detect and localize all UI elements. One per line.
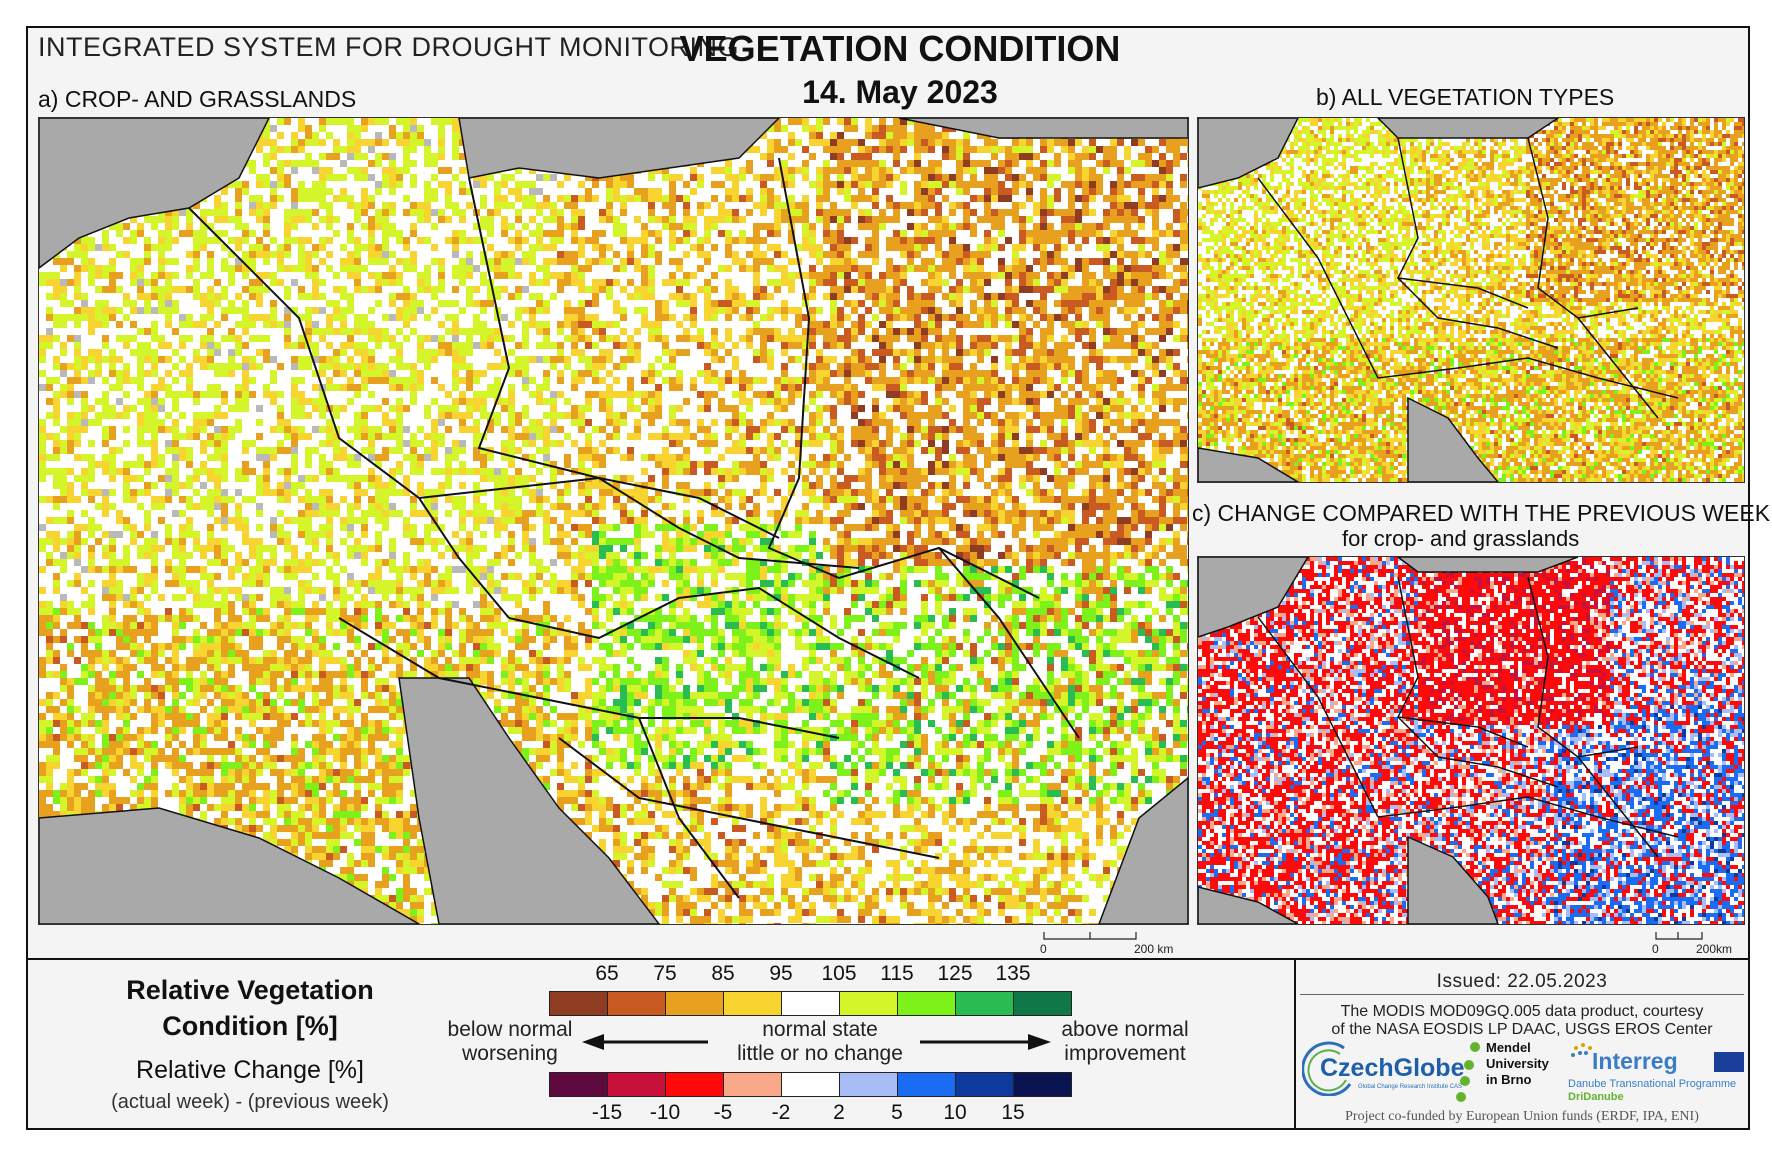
rvc-tick: 65 [595, 962, 618, 986]
page-title: VEGETATION CONDITION [640, 28, 1160, 70]
system-title: INTEGRATED SYSTEM FOR DROUGHT MONITORING [38, 32, 739, 63]
rvc-title: Relative Vegetation Condition [%] [100, 972, 400, 1044]
legend-worsening: worsening [430, 1042, 590, 1066]
scalebar-a-end: 200 km [1134, 942, 1173, 956]
rc-swatch [607, 1072, 666, 1097]
legend-improvement: improvement [1045, 1042, 1205, 1066]
mendel-logo: Mendel University in Brno [1456, 1040, 1570, 1102]
rvc-tick: 135 [995, 962, 1030, 986]
map-crop-grasslands [38, 117, 1189, 925]
map-all-vegetation [1197, 117, 1745, 483]
panel-b-label: b) ALL VEGETATION TYPES [1316, 84, 1614, 111]
rvc-swatch [607, 991, 666, 1016]
legend-above-normal: above normal [1045, 1018, 1205, 1042]
interreg-logo: Interreg Danube Transnational Programme … [1568, 1040, 1748, 1104]
rvc-tick: 105 [821, 962, 856, 986]
map-c-canvas [1198, 557, 1744, 924]
rc-swatch [781, 1072, 840, 1097]
scalebar-a-zero: 0 [1040, 942, 1047, 956]
rvc-tick: 125 [937, 962, 972, 986]
rvc-tick: 115 [880, 962, 913, 986]
rvc-swatch [955, 991, 1014, 1016]
legend-no-change: little or no change [700, 1042, 940, 1066]
rvc-swatch [839, 991, 898, 1016]
scalebar-c: 0 200km [1652, 930, 1747, 956]
rc-swatch [549, 1072, 608, 1097]
rvc-tick: 75 [653, 962, 676, 986]
rc-subtitle: (actual week) - (previous week) [90, 1090, 410, 1114]
funding-note: Project co-funded by European Union fund… [1300, 1108, 1744, 1126]
rc-tick: 10 [943, 1101, 966, 1125]
rc-colorbar [549, 1072, 1072, 1097]
rvc-swatch [781, 991, 840, 1016]
czechglobe-logo: CzechGlobe Global Change Research Instit… [1302, 1040, 1472, 1098]
rc-tick: -2 [772, 1101, 791, 1125]
rc-tick: -5 [714, 1101, 733, 1125]
source-line-1: The MODIS MOD09GQ.005 data product, cour… [1300, 1002, 1744, 1021]
rvc-swatch [723, 991, 782, 1016]
issued-date: Issued: 22.05.2023 [1300, 970, 1744, 994]
scalebar-c-end: 200km [1696, 942, 1732, 956]
legend-divider [26, 958, 1750, 960]
rc-swatch [723, 1072, 782, 1097]
map-b-canvas [1198, 118, 1744, 482]
rvc-colorbar [549, 991, 1072, 1016]
scalebar-a: 0 200 km [1040, 930, 1180, 956]
rc-title: Relative Change [%] [100, 1058, 400, 1083]
rc-tick: 15 [1001, 1101, 1024, 1125]
map-weekly-change [1197, 556, 1745, 925]
rvc-swatch [1013, 991, 1072, 1016]
rc-tick: -15 [592, 1101, 622, 1125]
eu-flag-icon [1714, 1052, 1744, 1072]
rvc-swatch [549, 991, 608, 1016]
source-line-2: of the NASA EOSDIS LP DAAC, USGS EROS Ce… [1300, 1020, 1744, 1039]
panel-a-label: a) CROP- AND GRASSLANDS [38, 86, 356, 113]
rc-tick: 2 [833, 1101, 845, 1125]
legend-below-normal: below normal [430, 1018, 590, 1042]
rvc-tick: 85 [711, 962, 734, 986]
panel-c-sublabel: for crop- and grasslands [1342, 526, 1579, 552]
rc-swatch [897, 1072, 956, 1097]
legend-normal-state: normal state [700, 1018, 940, 1042]
rc-tick: 5 [891, 1101, 903, 1125]
arrow-right-icon [920, 1034, 1051, 1050]
rc-swatch [1013, 1072, 1072, 1097]
info-divider [1294, 958, 1296, 1130]
panel-c-label: c) CHANGE COMPARED WITH THE PREVIOUS WEE… [1192, 500, 1770, 527]
rc-swatch [955, 1072, 1014, 1097]
rc-swatch [839, 1072, 898, 1097]
date-label: 14. May 2023 [640, 74, 1160, 111]
rc-swatch [665, 1072, 724, 1097]
rc-tick: -10 [650, 1101, 680, 1125]
map-a-canvas [39, 118, 1188, 924]
info-rule [1300, 994, 1744, 995]
scalebar-c-zero: 0 [1652, 942, 1659, 956]
rvc-swatch [897, 991, 956, 1016]
rvc-swatch [665, 991, 724, 1016]
rvc-tick: 95 [769, 962, 792, 986]
arrow-left-icon [582, 1034, 708, 1050]
